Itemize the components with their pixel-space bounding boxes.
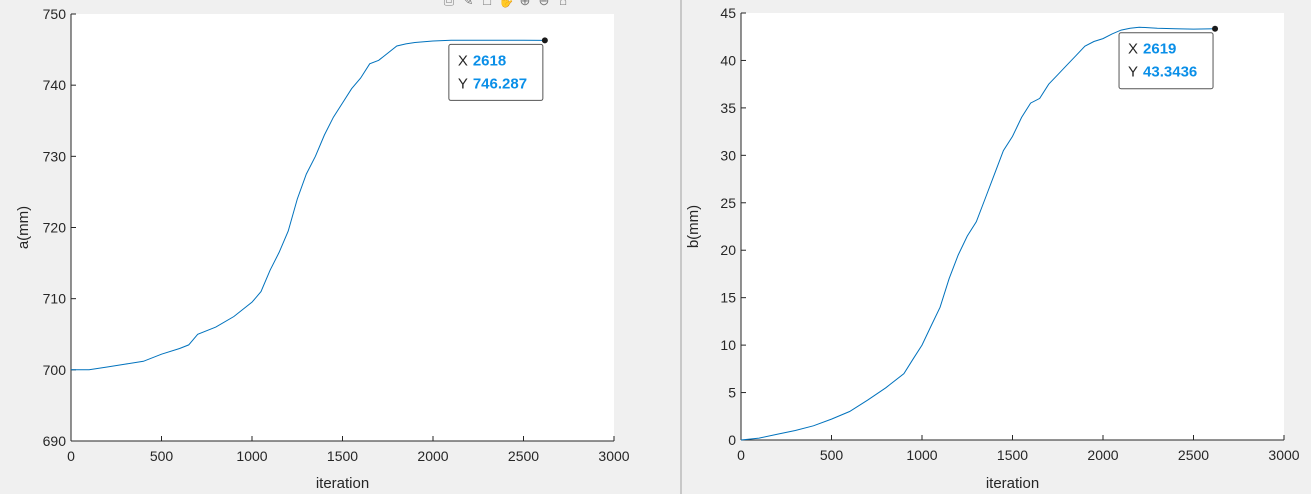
home-icon[interactable]: ⌂ — [559, 0, 567, 8]
y-tick-label: 20 — [720, 242, 736, 258]
brush-icon[interactable]: ✎ — [462, 0, 474, 8]
datatip-box[interactable]: X 2619 Y 43.3436 — [1118, 32, 1214, 90]
x-tick-label: 500 — [150, 448, 174, 464]
y-tick-label: 690 — [43, 433, 67, 449]
y-tick-label: 700 — [43, 362, 67, 378]
datatip-x-label: X — [458, 52, 468, 69]
series-line — [71, 39, 545, 371]
x-tick-label: 500 — [820, 447, 844, 463]
y-tick-label: 15 — [720, 290, 736, 306]
x-tick-label: 2500 — [508, 448, 539, 464]
datatip-y-label: Y — [458, 75, 468, 92]
datatip-background — [1118, 32, 1214, 90]
y-tick-label: 40 — [720, 52, 736, 68]
x-tick-label: 2500 — [1178, 447, 1209, 463]
axes-toolbar: ⎙ ✎ □ ✋ ⊕ ⊖ ⌂ — [441, 0, 571, 8]
y-tick-label: 0 — [728, 432, 736, 448]
chart-a[interactable]: 0 500 1000 1500 2000 2500 3000 690 700 710 720 730 7… — [0, 0, 680, 494]
datatip-marker[interactable] — [541, 37, 548, 44]
x-tick-label: 0 — [737, 447, 745, 463]
x-tick-label: 1000 — [906, 447, 937, 463]
zoom-in-icon[interactable]: ⊕ — [519, 0, 531, 8]
datatip-box[interactable]: X 2618 Y 746.287 — [448, 43, 544, 101]
y-tick-label: 35 — [720, 100, 736, 116]
datatip-y-label: Y — [1128, 64, 1138, 81]
x-tick-label: 1500 — [997, 447, 1028, 463]
datatip-y-value: 43.3436 — [1143, 64, 1197, 81]
pan-icon[interactable]: ✋ — [498, 0, 515, 8]
x-tick-label: 0 — [67, 448, 75, 464]
export-icon[interactable]: ⎙ — [443, 0, 455, 8]
x-tick-label: 3000 — [598, 448, 629, 464]
y-axis-label: a(mm) — [15, 206, 32, 249]
x-tick-label: 3000 — [1268, 447, 1299, 463]
datatip-x-value: 2619 — [1143, 41, 1176, 58]
datatip-marker[interactable] — [1212, 25, 1219, 32]
x-tick-label: 1000 — [236, 448, 267, 464]
zoom-out-icon[interactable]: ⊖ — [538, 0, 550, 8]
y-tick-label: 750 — [43, 6, 67, 22]
series-line — [740, 26, 1216, 441]
x-axis-label: iteration — [986, 475, 1039, 492]
data-tip-icon[interactable]: □ — [483, 0, 491, 8]
y-tick-label: 25 — [720, 195, 736, 211]
y-tick-label: 45 — [720, 5, 736, 21]
x-tick-label: 1500 — [327, 448, 358, 464]
y-tick-label: 720 — [43, 220, 67, 236]
x-tick-label: 2000 — [1087, 447, 1118, 463]
chart-b[interactable]: 0 500 1000 1500 2000 2500 3000 0 5 10 15 20 25 30 35 40… — [682, 0, 1311, 494]
y-tick-label: 30 — [720, 147, 736, 163]
datatip-y-value: 746.287 — [473, 75, 527, 92]
x-axis-label: iteration — [316, 475, 369, 492]
datatip-background — [448, 43, 544, 101]
datatip-x-label: X — [1128, 41, 1138, 58]
y-tick-label: 710 — [43, 291, 67, 307]
y-tick-label: 740 — [43, 77, 67, 93]
left-figure-panel: ⎙ ✎ □ ✋ ⊕ ⊖ ⌂ 0 500 1000 1500 2000 2500 3000 69… — [0, 0, 680, 494]
y-tick-label: 10 — [720, 337, 736, 353]
y-axis-label: b(mm) — [685, 205, 702, 248]
panel-divider — [680, 0, 682, 494]
datatip-x-value: 2618 — [473, 52, 506, 69]
y-tick-label: 730 — [43, 148, 67, 164]
y-tick-label: 5 — [728, 385, 736, 401]
x-tick-label: 2000 — [417, 448, 448, 464]
right-figure-panel: 0 500 1000 1500 2000 2500 3000 0 5 10 15 20 25 30 35 40… — [682, 0, 1311, 494]
